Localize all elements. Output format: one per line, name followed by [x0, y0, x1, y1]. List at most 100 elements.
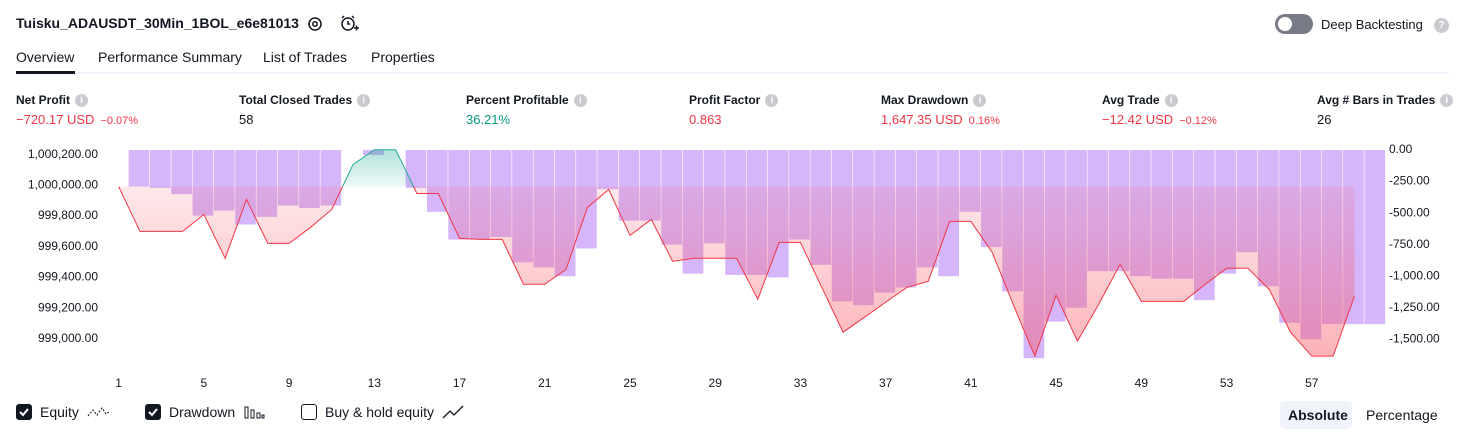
- x-tick-label: 57: [1305, 376, 1319, 390]
- info-icon[interactable]: i: [1164, 93, 1178, 107]
- strategy-name: Tuisku_ADAUSDT_30Min_1BOL_e6e81013: [16, 15, 299, 31]
- drawdown-bar: [597, 150, 619, 190]
- check: [19, 408, 29, 417]
- y2-tick-label: -250.00: [1389, 174, 1430, 188]
- stat-change: −0.12%: [1179, 115, 1217, 127]
- stat-value: 58: [239, 112, 254, 127]
- y-tick-label: 999,800.00: [38, 208, 98, 222]
- stat-value: −12.42 USD: [1102, 112, 1174, 127]
- checkbox[interactable]: [16, 404, 32, 420]
- x-tick-label: 37: [879, 376, 893, 390]
- add-alert-icon[interactable]: [338, 13, 360, 35]
- y-tick-label: 999,600.00: [38, 239, 98, 253]
- stat: Total Closed Trades i 58: [239, 93, 371, 127]
- x-tick-label: 29: [709, 376, 723, 390]
- stat-value: −720.17 USD: [16, 112, 95, 127]
- view-mode[interactable]: Percentage: [1366, 407, 1438, 423]
- x-tick-label: 33: [794, 376, 808, 390]
- y-tick-label: 999,400.00: [38, 270, 98, 284]
- info-icon[interactable]: i: [573, 93, 587, 107]
- tab[interactable]: Properties: [371, 49, 435, 65]
- stat-value-row: 36.21%: [466, 112, 587, 127]
- info-icon[interactable]: i: [75, 93, 88, 107]
- drawdown-toggle[interactable]: Drawdown: [145, 404, 265, 420]
- tab[interactable]: Overview: [16, 49, 75, 65]
- stat-label-row: Avg Trade i: [1102, 93, 1217, 107]
- x-tick-label: 21: [538, 376, 552, 390]
- tab-divider: [16, 72, 1449, 74]
- x-tick-label: 25: [623, 376, 637, 390]
- y2-tick-label: -1,500.00: [1389, 331, 1440, 345]
- stat-label-row: Max Drawdown i: [881, 93, 1000, 107]
- checkbox[interactable]: [301, 404, 317, 420]
- stat-label: Avg Trade: [1102, 93, 1160, 107]
- x-tick-label: 5: [201, 376, 208, 390]
- deep-backtesting-toggle[interactable]: [1275, 14, 1313, 34]
- settings-icon[interactable]: [305, 14, 325, 34]
- buy-hold-icon: [442, 405, 464, 419]
- y-tick-label: 999,200.00: [38, 300, 98, 314]
- stat-label-row: Total Closed Trades i: [239, 93, 371, 107]
- tab[interactable]: List of Trades: [263, 49, 348, 65]
- stat-label: Profit Factor: [689, 93, 761, 107]
- drawdown-bar: [128, 150, 150, 187]
- x-tick-label: 41: [964, 376, 978, 390]
- stat-label: Net Profit: [16, 93, 70, 107]
- stat-label-row: Net Profit i: [16, 93, 138, 107]
- view-mode[interactable]: Absolute: [1288, 407, 1348, 423]
- y-tick-label: 999,000.00: [38, 331, 98, 345]
- y2-tick-label: -750.00: [1389, 237, 1430, 251]
- info-icon[interactable]: i: [765, 93, 779, 107]
- x-tick-label: 1: [115, 376, 122, 390]
- stat-value-row: 58: [239, 112, 370, 127]
- stat: Profit Factor i 0.863: [689, 93, 779, 127]
- stat-label-row: Profit Factor i: [689, 93, 779, 107]
- x-tick-label: 45: [1049, 376, 1063, 390]
- toggle-label: Buy & hold equity: [325, 404, 434, 420]
- tab[interactable]: Performance Summary: [98, 49, 242, 65]
- stat-value-row: 26: [1317, 112, 1453, 127]
- deep-backtesting-label: Deep Backtesting: [1321, 17, 1423, 32]
- info-icon[interactable]: i: [973, 93, 987, 107]
- stat-label-row: Percent Profitable i: [466, 93, 587, 107]
- x-tick-label: 9: [286, 376, 293, 390]
- x-tick-label: 13: [368, 376, 382, 390]
- stat: Net Profit i −720.17 USD −0.07%: [16, 93, 138, 127]
- stat-value: 1,647.35 USD: [881, 112, 963, 127]
- stat-label: Max Drawdown: [881, 93, 969, 107]
- help-icon[interactable]: ?: [1434, 18, 1449, 33]
- checkbox[interactable]: [145, 404, 161, 420]
- active-tab-indicator: [16, 71, 75, 74]
- stat-change: −0.07%: [100, 115, 139, 127]
- stat-label: Avg # Bars in Trades: [1317, 93, 1436, 107]
- buy-hold-toggle[interactable]: Buy & hold equity: [301, 404, 466, 420]
- y2-tick-label: -500.00: [1389, 205, 1430, 219]
- y-tick-label: 1,000,200.00: [28, 147, 98, 161]
- x-tick-label: 17: [453, 376, 467, 390]
- stat: Avg # Bars in Trades i 26: [1317, 93, 1454, 127]
- drawdown-bar: [405, 150, 427, 188]
- toggle-label: Equity: [40, 404, 79, 420]
- y-tick-label: 1,000,000.00: [28, 178, 98, 192]
- stat-value-row: 1,647.35 USD 0.16%: [881, 112, 1000, 127]
- info-icon[interactable]: i: [357, 93, 371, 107]
- toggle-label: Drawdown: [169, 404, 236, 420]
- equity-toggle[interactable]: Equity: [16, 404, 111, 420]
- stat: Avg Trade i −12.42 USD −0.12%: [1102, 93, 1217, 127]
- drawdown-bar: [1364, 150, 1386, 325]
- equity-area-up: [118, 149, 1355, 187]
- equity-area: [118, 186, 1355, 357]
- stat-value-row: 0.863: [689, 112, 778, 127]
- stat-value-row: −12.42 USD −0.12%: [1102, 112, 1217, 127]
- stat: Max Drawdown i 1,647.35 USD 0.16%: [881, 93, 1000, 127]
- stat-label: Total Closed Trades: [239, 93, 353, 107]
- y2-tick-label: -1,000.00: [1389, 268, 1440, 282]
- drawdown-bar: [149, 150, 171, 188]
- x-tick-label: 49: [1135, 376, 1149, 390]
- equity-icon: [87, 407, 111, 417]
- stat-value: 26: [1317, 112, 1332, 127]
- info-icon[interactable]: i: [1440, 93, 1454, 107]
- stat-value: 0.863: [689, 112, 722, 127]
